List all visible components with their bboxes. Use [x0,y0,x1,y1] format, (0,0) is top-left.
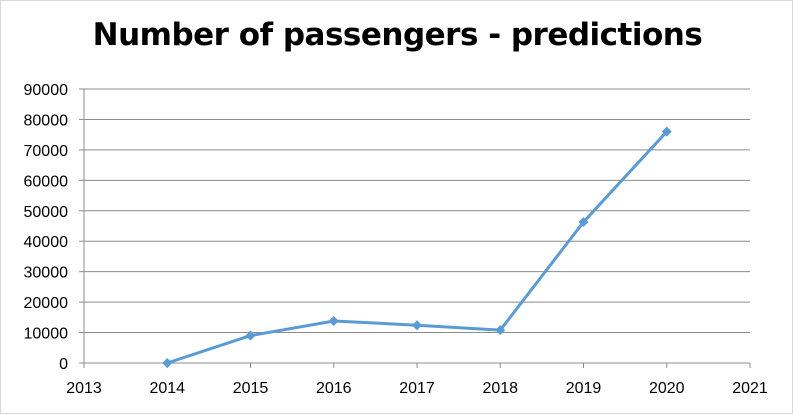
y-axis-tick-labels: 0 10000 20000 30000 40000 50000 60000 70000 8000… [24,82,69,373]
x-tick-label: 2016 [316,380,352,397]
data-point-marker [162,358,173,368]
data-point-marker [245,330,256,341]
data-point-marker [412,320,422,331]
y-tick-label: 0 [59,356,68,373]
y-tick-label: 30000 [24,265,69,282]
axes [79,88,751,368]
data-point-marker [661,126,672,137]
y-tick-label: 70000 [24,143,69,160]
y-tick-label: 10000 [24,326,69,343]
y-tick-label: 20000 [24,295,69,312]
x-tick-label: 2014 [149,380,185,397]
y-tick-label: 50000 [24,204,69,221]
y-tick-label: 60000 [24,173,69,190]
x-tick-label: 2015 [233,380,269,397]
chart-title: Number of passengers - predictions [92,17,703,53]
y-tick-label: 40000 [24,234,69,251]
y-tick-label: 80000 [24,112,69,129]
x-tick-label: 2019 [566,380,602,397]
data-point-marker [328,315,339,326]
x-axis-tick-labels: 2013 2014 2015 2016 2017 2018 2019 2020 2021 [66,380,768,397]
x-tick-label: 2013 [66,380,102,397]
data-point-marker [495,325,506,336]
x-tick-label: 2020 [649,380,685,397]
x-tick-label: 2021 [732,380,768,397]
data-point-marker [578,217,589,228]
x-tick-label: 2018 [482,380,518,397]
y-tick-label: 90000 [24,82,69,99]
x-tick-label: 2017 [399,380,435,397]
gridlines [84,88,750,334]
series-layer [162,126,672,368]
